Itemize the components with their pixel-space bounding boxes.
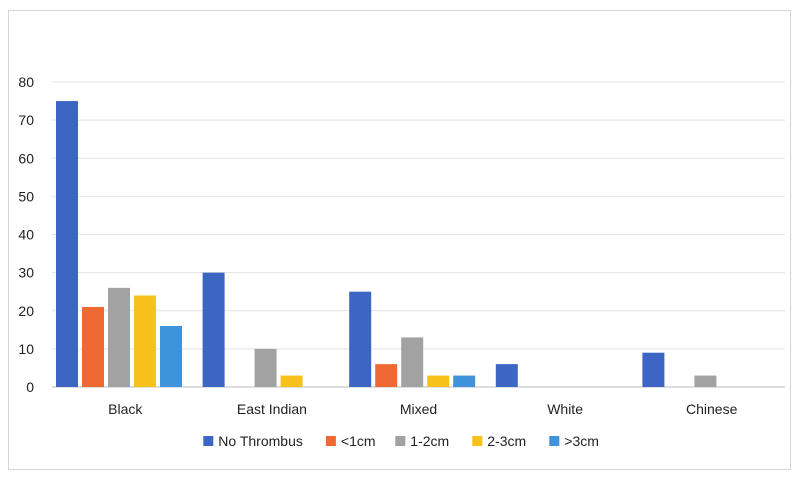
- y-tick-label: 10: [18, 341, 34, 357]
- x-axis: Black East Indian Mixed White Chinese: [108, 401, 737, 417]
- legend-label: 1-2cm: [410, 433, 449, 449]
- bars: [56, 101, 717, 387]
- bar: [202, 272, 225, 387]
- bar: [349, 291, 372, 387]
- legend-label: <1cm: [341, 433, 376, 449]
- legend-label: No Thrombus: [218, 433, 303, 449]
- bar: [401, 337, 424, 387]
- bar: [108, 287, 130, 387]
- bar: [254, 348, 277, 387]
- y-axis: 0 10 20 30 40 50 60 70 80: [18, 74, 34, 395]
- legend-swatch: [549, 436, 560, 446]
- y-tick-label: 80: [18, 74, 34, 90]
- y-tick-label: 0: [26, 379, 34, 395]
- legend-label: 2-3cm: [487, 433, 526, 449]
- bar: [694, 375, 717, 387]
- bar: [134, 295, 156, 387]
- y-tick-label: 40: [18, 227, 34, 243]
- x-tick-label: Chinese: [686, 401, 738, 417]
- legend: No Thrombus <1cm 1-2cm 2-3cm >3cm: [203, 433, 599, 449]
- y-tick-label: 50: [18, 188, 34, 204]
- bar: [453, 375, 476, 387]
- bar: [427, 375, 450, 387]
- legend-label: >3cm: [564, 433, 599, 449]
- bar: [375, 364, 398, 387]
- bar: [495, 364, 518, 387]
- legend-swatch: [395, 436, 406, 446]
- legend-item: 2-3cm: [472, 433, 526, 449]
- legend-item: 1-2cm: [395, 433, 449, 449]
- bar: [160, 326, 182, 387]
- x-tick-label: Black: [108, 401, 143, 417]
- bar: [642, 352, 665, 387]
- bar: [82, 306, 104, 387]
- y-tick-label: 30: [18, 265, 34, 281]
- legend-item: <1cm: [325, 433, 376, 449]
- legend-item: No Thrombus: [203, 433, 303, 449]
- x-tick-label: Mixed: [400, 401, 437, 417]
- x-tick-label: East Indian: [237, 401, 307, 417]
- legend-swatch: [472, 436, 483, 446]
- bar: [280, 375, 303, 387]
- legend-item: >3cm: [549, 433, 599, 449]
- x-tick-label: White: [547, 401, 583, 417]
- y-tick-label: 20: [18, 303, 34, 319]
- y-tick-label: 70: [18, 112, 34, 128]
- legend-swatch: [203, 436, 214, 446]
- chart-frame: [8, 10, 791, 470]
- y-tick-label: 60: [18, 150, 34, 166]
- legend-swatch: [325, 436, 336, 446]
- bar: [56, 101, 78, 387]
